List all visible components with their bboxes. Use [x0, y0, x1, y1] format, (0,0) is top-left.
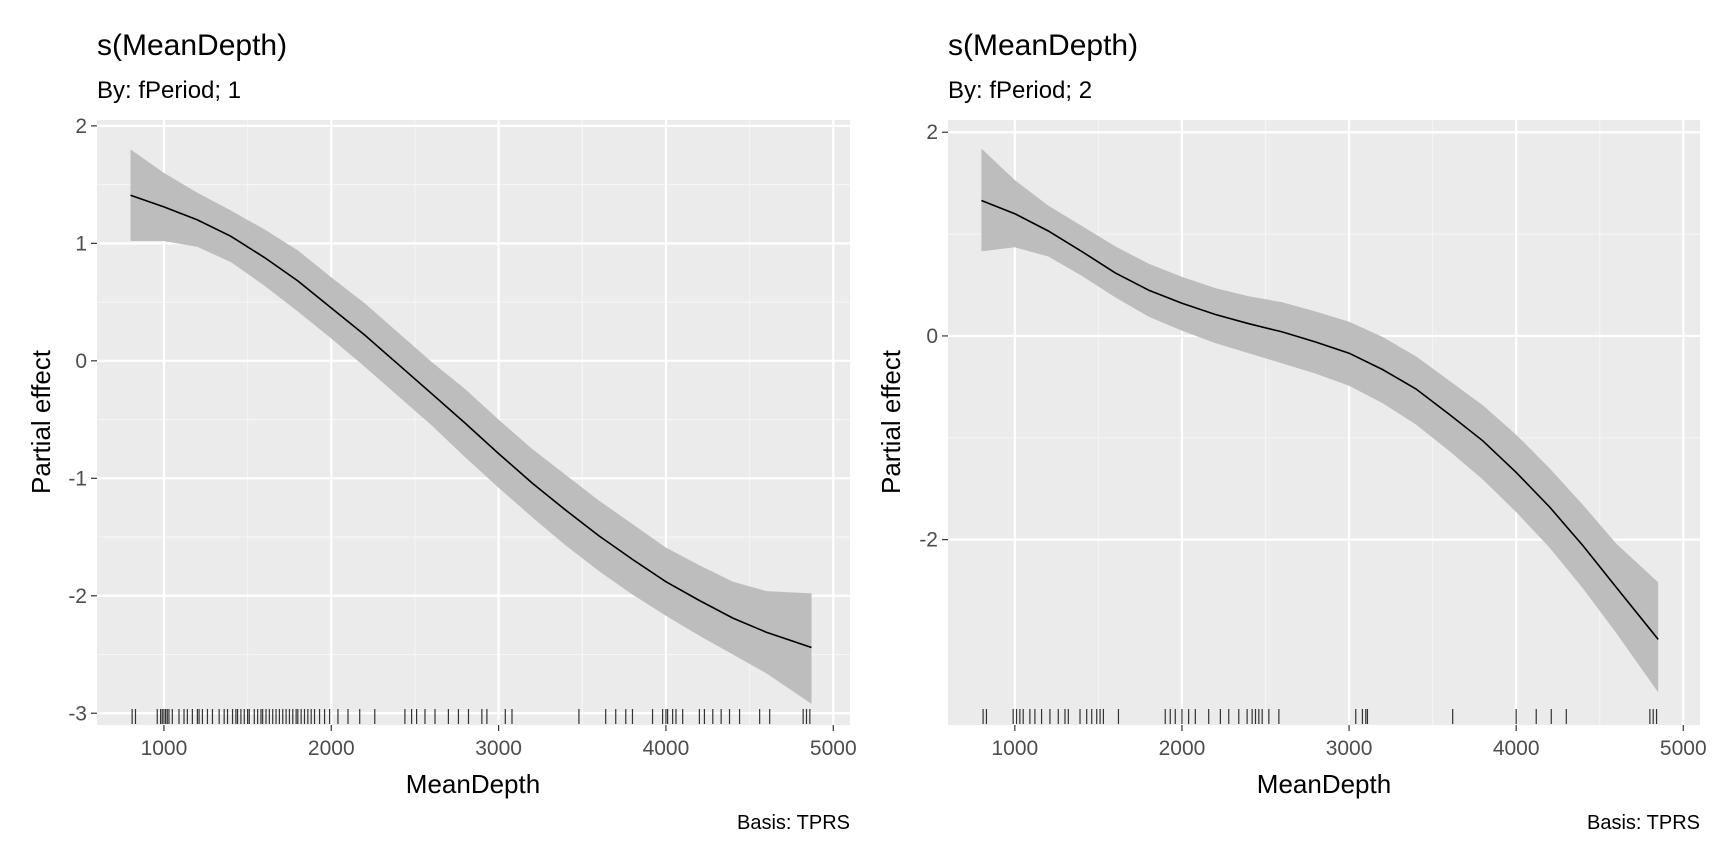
x-tick-label: 3000: [475, 737, 522, 760]
confidence-band: [981, 148, 1659, 693]
x-tick-label: 1000: [141, 737, 188, 760]
y-tick-label: 0: [926, 325, 938, 348]
x-tick-label: 4000: [643, 737, 690, 760]
x-tick-label: 3000: [1326, 737, 1373, 760]
y-tick-label: -2: [919, 529, 938, 552]
fit-line: [130, 194, 812, 649]
chart-panel-period-1: s(MeanDepth) By: fPeriod; 1 1000 2000 3000…: [26, 29, 857, 834]
y-tick-label: 2: [75, 115, 87, 138]
chart-panel-period-2: s(MeanDepth) By: fPeriod; 2 1000 2000 3000…: [876, 29, 1707, 834]
axis-ticks: 1000 2000 3000 4000 5000 -2 0 2: [919, 121, 1706, 760]
y-tick-label: 2: [926, 121, 938, 144]
x-tick-label: 2000: [308, 737, 355, 760]
rug-marks: [982, 709, 1658, 724]
smooth-fit-line: [130, 194, 812, 649]
y-tick-label: 1: [75, 232, 87, 255]
rug-marks: [131, 709, 811, 724]
y-tick-label: 0: [75, 350, 87, 373]
chart-subtitle: By: fPeriod; 1: [97, 77, 241, 104]
y-axis-title: Partial effect: [26, 349, 56, 494]
chart-subtitle: By: fPeriod; 2: [948, 77, 1092, 104]
x-tick-label: 1000: [991, 737, 1038, 760]
smooth-fit-line: [981, 199, 1659, 640]
chart-title: s(MeanDepth): [948, 29, 1138, 62]
chart-title: s(MeanDepth): [97, 29, 287, 62]
y-tick-label: -3: [68, 702, 87, 725]
y-tick-label: -1: [68, 467, 87, 490]
axis-ticks: 1000 2000 3000 4000 5000 -3 -2 -1 0 1 2: [68, 115, 856, 760]
chart-caption: Basis: TPRS: [1587, 812, 1700, 834]
y-axis-title: Partial effect: [876, 349, 906, 494]
x-axis-title: MeanDepth: [406, 769, 540, 799]
y-tick-label: -2: [68, 585, 87, 608]
x-tick-label: 4000: [1493, 737, 1540, 760]
plot-area: [948, 120, 1700, 725]
x-tick-label: 5000: [810, 737, 857, 760]
x-tick-label: 2000: [1159, 737, 1206, 760]
chart-caption: Basis: TPRS: [737, 812, 850, 834]
x-tick-label: 5000: [1660, 737, 1707, 760]
x-axis-title: MeanDepth: [1257, 769, 1391, 799]
confidence-band-area: [981, 148, 1659, 693]
fit-line: [981, 199, 1659, 640]
